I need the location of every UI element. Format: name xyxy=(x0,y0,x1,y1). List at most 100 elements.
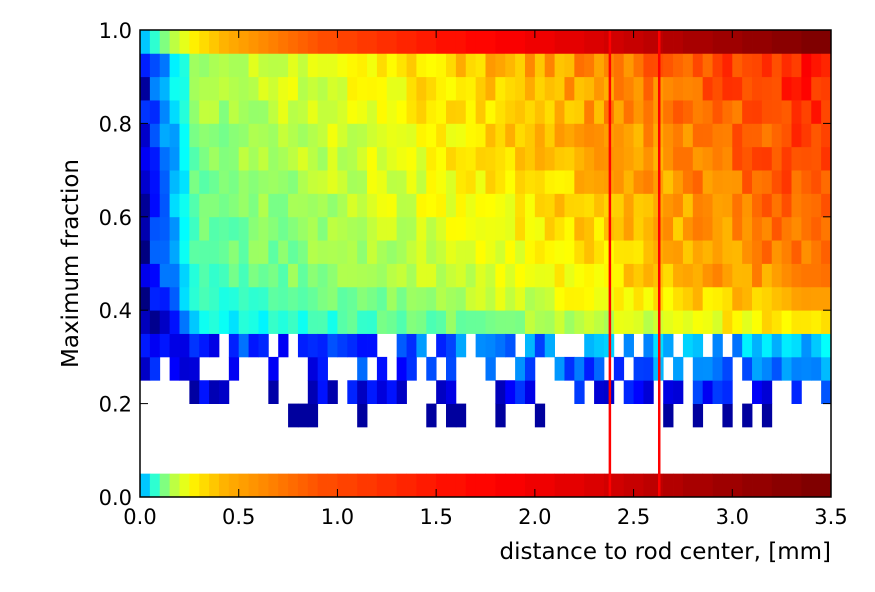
heatmap-cell xyxy=(179,53,190,78)
heatmap-cell xyxy=(584,216,595,241)
heatmap-cell xyxy=(663,170,674,194)
heatmap-cell xyxy=(692,286,704,311)
heatmap-cell xyxy=(218,123,230,148)
heatmap-cell xyxy=(436,333,447,358)
heatmap-cell xyxy=(367,123,378,148)
heatmap-cell xyxy=(752,333,763,358)
heatmap-cell xyxy=(465,146,477,171)
heatmap-cell xyxy=(140,286,151,311)
heatmap-cell xyxy=(584,193,595,218)
heatmap-cell xyxy=(623,380,634,404)
heatmap-cell xyxy=(396,216,407,241)
heatmap-cell xyxy=(327,380,338,404)
heatmap-cell xyxy=(613,76,625,101)
heatmap-cell xyxy=(801,216,812,241)
heatmap-cell xyxy=(396,123,407,148)
heatmap-cell xyxy=(475,240,486,264)
heatmap-cell xyxy=(702,146,713,171)
heatmap-cell xyxy=(752,286,763,311)
heatmap-cell xyxy=(357,53,368,78)
heatmap-cell xyxy=(791,146,802,171)
x-tick-label: 0.0 xyxy=(123,505,156,529)
heatmap-cell xyxy=(347,473,358,498)
heatmap-cell xyxy=(406,286,417,311)
heatmap-cell xyxy=(327,146,338,171)
heatmap-cell xyxy=(209,146,220,171)
heatmap-cell xyxy=(455,310,467,334)
heatmap-cell xyxy=(288,146,299,171)
heatmap-cell xyxy=(485,333,496,358)
heatmap-cell xyxy=(465,193,477,218)
heatmap-cell xyxy=(140,310,151,334)
heatmap-cell xyxy=(406,473,417,498)
heatmap-cell xyxy=(663,146,674,171)
heatmap-cell xyxy=(248,30,259,54)
heatmap-cell xyxy=(248,216,259,241)
heatmap-cell xyxy=(791,356,802,381)
heatmap-cell xyxy=(761,76,773,101)
heatmap-cell xyxy=(682,30,694,54)
heatmap-cell xyxy=(613,356,625,381)
heatmap-cell xyxy=(446,310,457,334)
heatmap-cell xyxy=(288,310,299,334)
heatmap-cell xyxy=(524,76,536,101)
heatmap-cell xyxy=(752,170,763,194)
heatmap-cell xyxy=(475,310,486,334)
heatmap-cell xyxy=(189,76,200,101)
heatmap-cell xyxy=(367,53,378,78)
heatmap-cell xyxy=(821,76,832,101)
heatmap-cell xyxy=(821,146,832,171)
x-tick-label: 3.5 xyxy=(814,505,847,529)
heatmap-cell xyxy=(209,193,220,218)
heatmap-cell xyxy=(692,310,704,334)
heatmap-cell xyxy=(238,30,249,54)
heatmap-cell xyxy=(534,240,546,264)
heatmap-cell xyxy=(159,286,171,311)
heatmap-cell xyxy=(811,216,822,241)
heatmap-cell xyxy=(692,193,704,218)
heatmap-cell xyxy=(347,170,358,194)
heatmap-cell xyxy=(307,473,319,498)
heatmap-cell xyxy=(761,170,773,194)
heatmap-cell xyxy=(278,286,289,311)
heatmap-cell xyxy=(821,100,832,124)
heatmap-cell xyxy=(663,473,674,498)
heatmap-cell xyxy=(564,76,575,101)
heatmap-cell xyxy=(426,286,437,311)
heatmap-cell xyxy=(663,310,674,334)
heatmap-cell xyxy=(692,333,704,358)
heatmap-cell xyxy=(663,240,674,264)
heatmap-cell xyxy=(455,146,467,171)
x-tick-label: 2.0 xyxy=(518,505,551,529)
heatmap-cell xyxy=(258,123,269,148)
heatmap-cell xyxy=(357,170,368,194)
heatmap-cell xyxy=(801,333,812,358)
heatmap-cell xyxy=(297,146,309,171)
heatmap-cell xyxy=(268,53,279,78)
heatmap-cell xyxy=(732,123,743,148)
heatmap-cell xyxy=(307,146,319,171)
heatmap-cell xyxy=(584,170,595,194)
heatmap-cell xyxy=(801,263,812,288)
heatmap-cell xyxy=(218,76,230,101)
y-axis: 0.0 0.2 0.4 0.6 0.8 1.0 xyxy=(99,19,831,510)
heatmap-cell xyxy=(524,240,536,264)
heatmap-cell xyxy=(416,310,427,334)
heatmap-cell xyxy=(327,193,338,218)
heatmap-cell xyxy=(663,333,674,358)
heatmap-cell xyxy=(771,100,783,124)
heatmap-cell xyxy=(446,123,457,148)
heatmap-cell xyxy=(771,333,783,358)
heatmap-cell xyxy=(465,123,477,148)
heatmap-cell xyxy=(742,333,753,358)
heatmap-cell xyxy=(446,193,457,218)
heatmap-cell xyxy=(297,333,309,358)
heatmap-cell xyxy=(357,146,368,171)
heatmap-cell xyxy=(752,100,763,124)
heatmap-cell xyxy=(475,170,486,194)
heatmap-cell xyxy=(673,473,684,498)
heatmap-cell xyxy=(179,193,190,218)
heatmap-cell xyxy=(742,146,753,171)
heatmap-cell xyxy=(465,30,477,54)
heatmap-cell xyxy=(307,30,319,54)
